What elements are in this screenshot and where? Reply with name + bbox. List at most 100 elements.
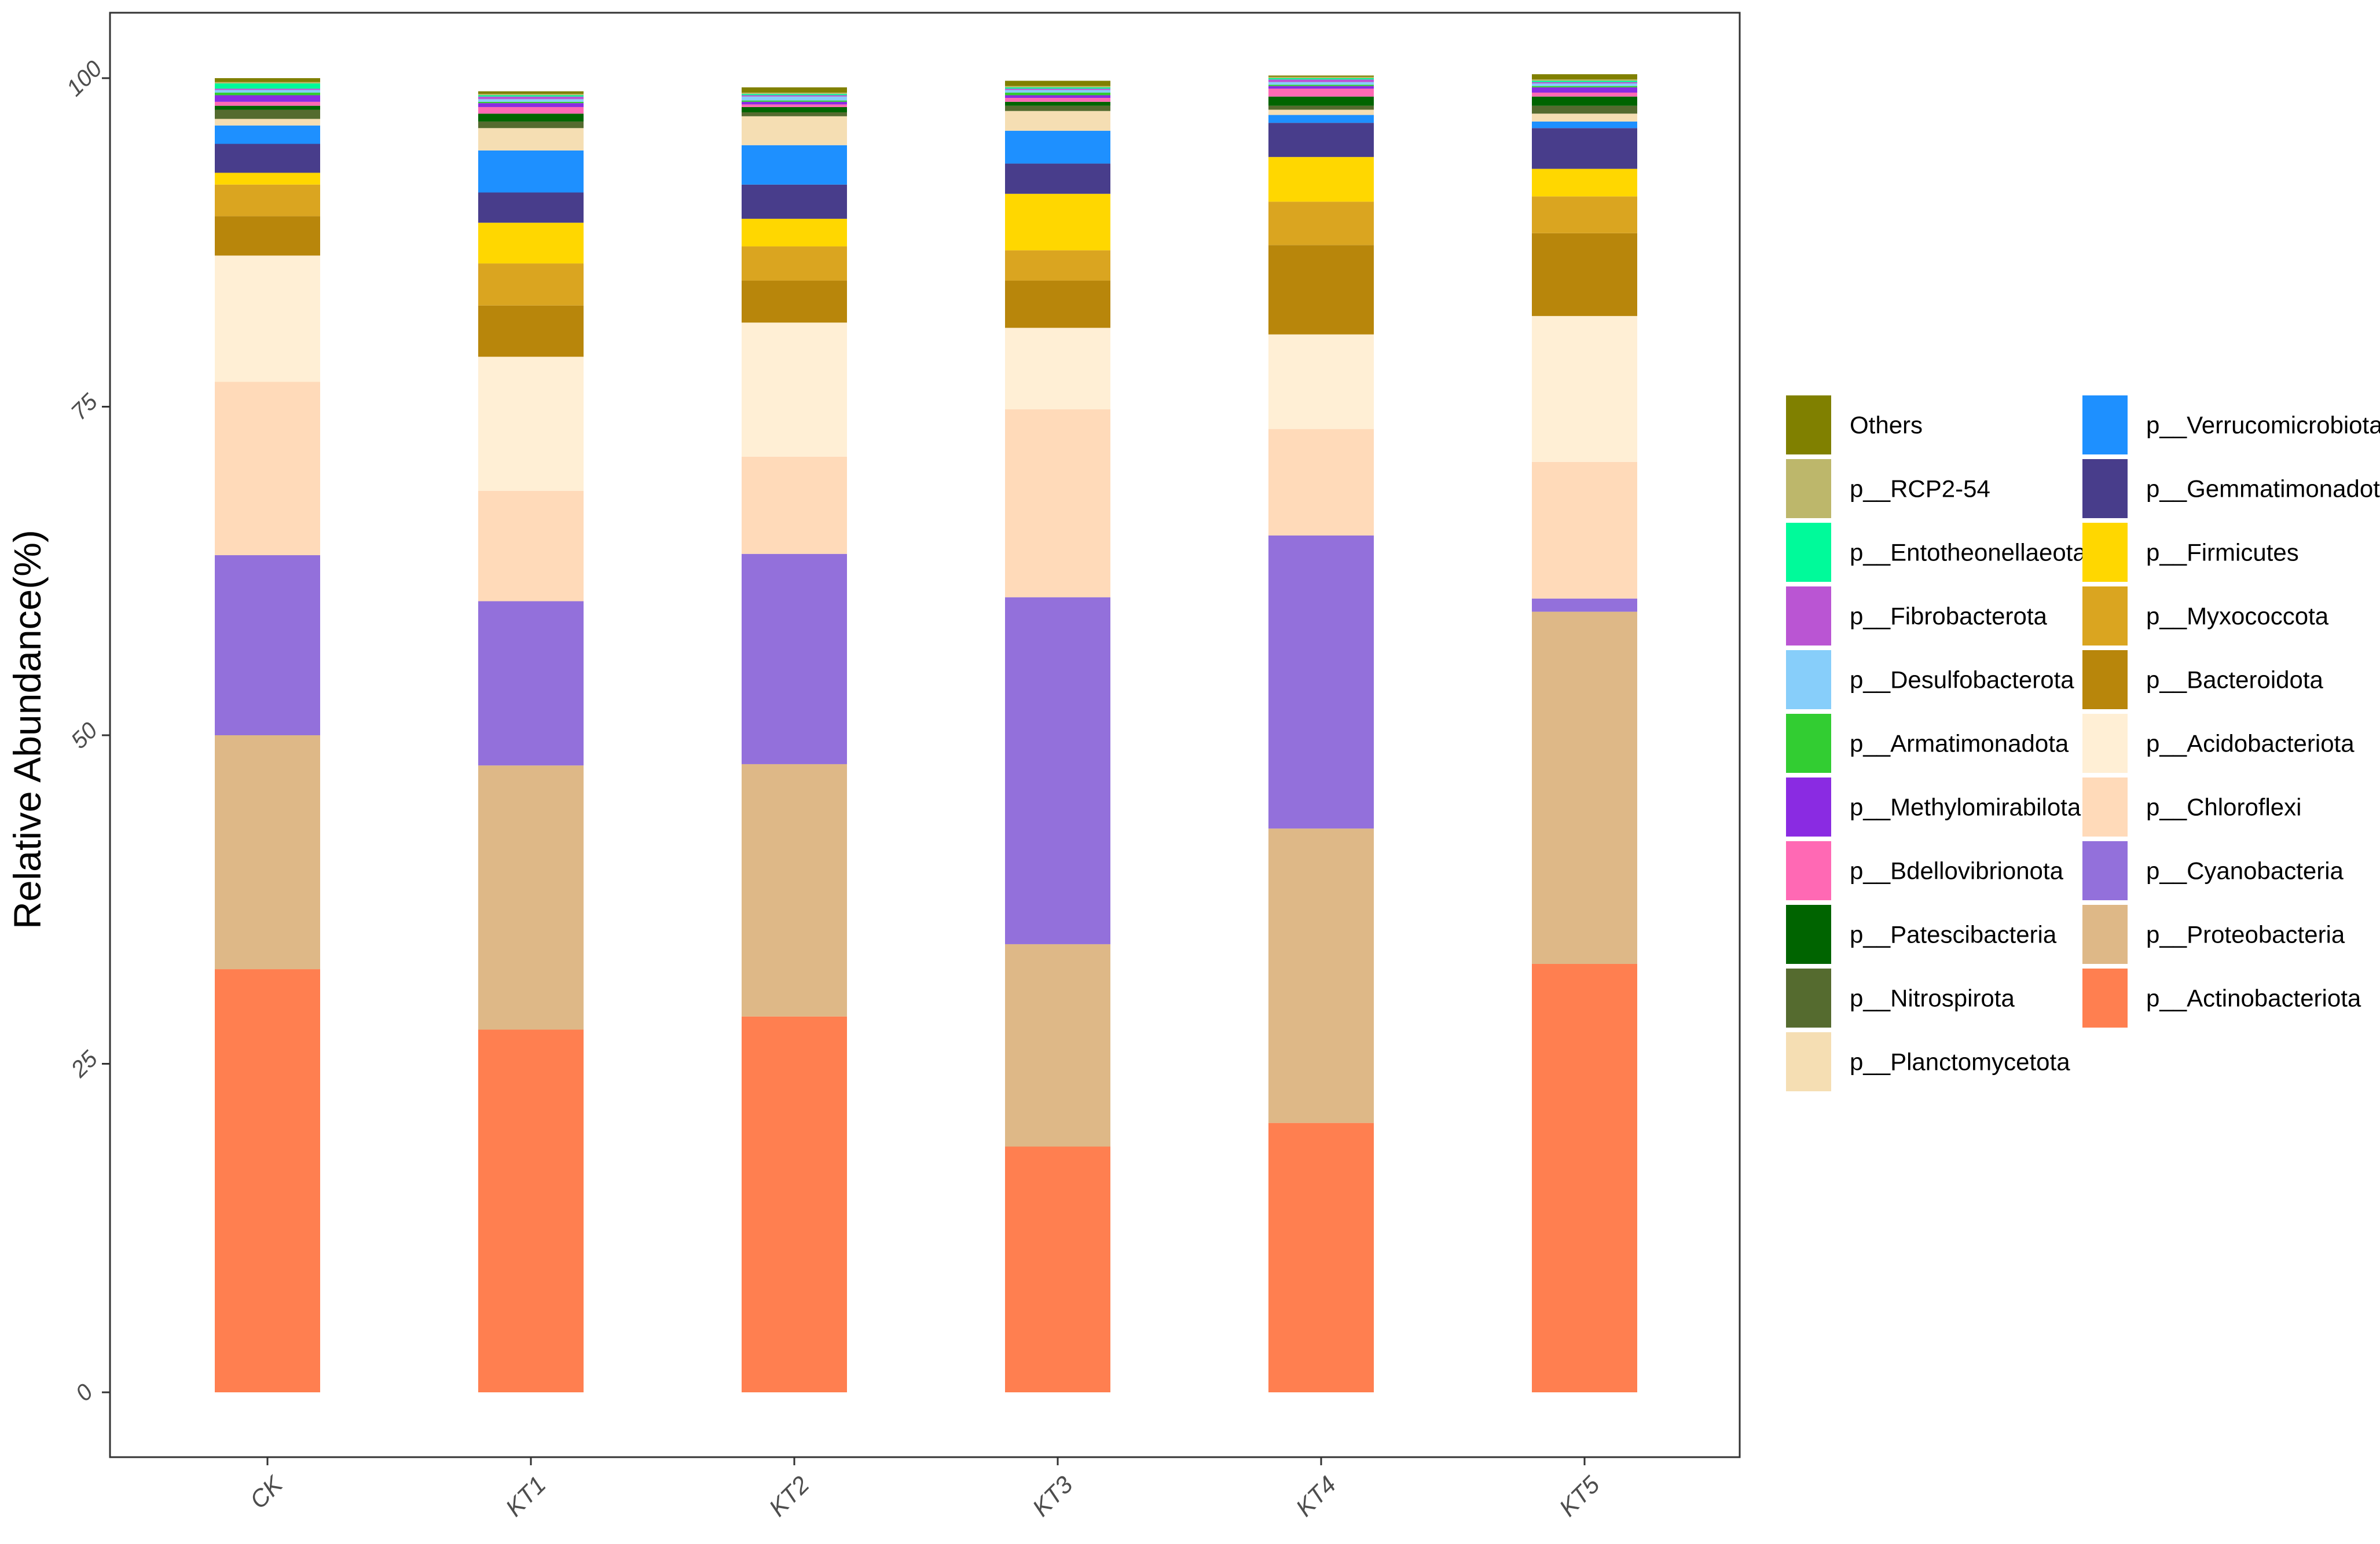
bar-segment-kt5-methylomirabilota xyxy=(1532,87,1637,93)
bar-segment-kt2-fibrobacterota xyxy=(742,95,847,97)
bar-segment-kt2-chloroflexi xyxy=(742,456,847,554)
bar-segment-kt2-actinobacteriota xyxy=(742,1016,847,1392)
bar-segment-kt3-proteobacteria xyxy=(1005,944,1110,1147)
legend-label: p__Methylomirabilota xyxy=(1850,794,2081,821)
bar-segment-kt4-fibrobacterota xyxy=(1268,79,1374,82)
legend-item-desulfobacterota: p__Desulfobacterota xyxy=(1786,650,2074,709)
bar-group-kt2 xyxy=(742,87,847,1392)
bar-segment-kt2-myxococcota xyxy=(742,246,847,281)
bar-segment-kt4-actinobacteriota xyxy=(1268,1123,1374,1392)
legend-key xyxy=(1786,586,1831,646)
bar-segment-kt5-cyanobacteria xyxy=(1532,598,1637,612)
bar-segment-kt4-gemmatimonadota xyxy=(1268,123,1374,157)
bar-segment-kt1-armatimonadota xyxy=(478,101,584,104)
legend-label: p__Gemmatimonadota xyxy=(2146,475,2380,503)
legend-label: p__Planctomycetota xyxy=(1850,1048,2070,1076)
bar-segment-kt4-others xyxy=(1268,75,1374,77)
bar-segment-ck-patescibacteria xyxy=(215,105,320,110)
bar-segment-kt3-patescibacteria xyxy=(1005,101,1110,106)
bar-segment-kt2-armatimonadota xyxy=(742,100,847,102)
legend-item-acidobacteriota: p__Acidobacteriota xyxy=(2082,714,2355,773)
bar-group-kt5 xyxy=(1532,74,1637,1392)
bar-segment-kt5-gemmatimonadota xyxy=(1532,128,1637,169)
bar-segment-kt5-actinobacteriota xyxy=(1532,963,1637,1392)
legend-label: p__Armatimonadota xyxy=(1850,730,2069,757)
bar-segment-kt5-firmicutes xyxy=(1532,168,1637,197)
bar-segment-kt3-verrucomicrobiota xyxy=(1005,130,1110,164)
bar-segment-kt3-fibrobacterota xyxy=(1005,89,1110,90)
bar-segment-kt1-planctomycetota xyxy=(478,128,584,151)
legend-key xyxy=(2082,969,2128,1028)
bar-segment-kt5-patescibacteria xyxy=(1532,96,1637,106)
legend-item-methylomirabilota: p__Methylomirabilota xyxy=(1786,777,2081,837)
bar-segment-kt1-entotheonellaeota xyxy=(478,95,584,97)
bar-segment-ck-planctomycetota xyxy=(215,119,320,126)
bar-segment-kt3-methylomirabilota xyxy=(1005,95,1110,98)
bar-segment-kt4-firmicutes xyxy=(1268,157,1374,202)
bar-segment-kt4-planctomycetota xyxy=(1268,109,1374,115)
legend-item-proteobacteria: p__Proteobacteria xyxy=(2082,905,2345,964)
bar-segment-kt5-others xyxy=(1532,74,1637,80)
bar-segment-kt2-gemmatimonadota xyxy=(742,184,847,219)
legend-item-firmicutes: p__Firmicutes xyxy=(2082,523,2299,582)
bar-segment-kt4-acidobacteriota xyxy=(1268,334,1374,430)
bar-segment-kt1-rcp2-54 xyxy=(478,94,584,96)
bar-segment-ck-fibrobacterota xyxy=(215,89,320,90)
legend-item-gemmatimonadota: p__Gemmatimonadota xyxy=(2082,459,2380,518)
bar-segment-kt4-rcp2-54 xyxy=(1268,76,1374,78)
bar-segment-ck-cyanobacteria xyxy=(215,555,320,735)
bar-segment-kt4-armatimonadota xyxy=(1268,85,1374,86)
bar-segment-kt2-entotheonellaeota xyxy=(742,94,847,96)
bar-segment-kt3-nitrospirota xyxy=(1005,105,1110,111)
bar-segment-kt3-firmicutes xyxy=(1005,193,1110,251)
bar-segment-kt2-planctomycetota xyxy=(742,116,847,145)
bar-segment-kt4-proteobacteria xyxy=(1268,828,1374,1123)
bar-segment-ck-verrucomicrobiota xyxy=(215,125,320,144)
bar-segment-kt4-patescibacteria xyxy=(1268,96,1374,106)
bar-segment-kt5-acidobacteriota xyxy=(1532,316,1637,462)
bar-segment-kt2-verrucomicrobiota xyxy=(742,145,847,185)
bar-segment-kt3-armatimonadota xyxy=(1005,92,1110,96)
bar-segment-kt5-nitrospirota xyxy=(1532,105,1637,114)
bar-segment-kt1-myxococcota xyxy=(478,263,584,306)
legend-key xyxy=(2082,650,2128,709)
bar-segment-kt2-others xyxy=(742,87,847,93)
legend-key xyxy=(1786,650,1831,709)
legend-item-armatimonadota: p__Armatimonadota xyxy=(1786,714,2069,773)
bar-segment-kt4-myxococcota xyxy=(1268,201,1374,245)
bar-segment-kt2-acidobacteriota xyxy=(742,322,847,457)
legend-item-fibrobacterota: p__Fibrobacterota xyxy=(1786,586,2048,646)
bar-segment-ck-gemmatimonadota xyxy=(215,144,320,173)
legend-label: p__Firmicutes xyxy=(2146,539,2299,566)
legend-label: p__Entotheonellaeota xyxy=(1850,539,2086,566)
legend-label: p__Nitrospirota xyxy=(1850,985,2015,1012)
bar-segment-kt1-proteobacteria xyxy=(478,765,584,1030)
bar-segment-ck-chloroflexi xyxy=(215,382,320,556)
bar-segment-kt1-methylomirabilota xyxy=(478,103,584,107)
legend-label: p__RCP2-54 xyxy=(1850,475,1990,503)
bar-segment-kt2-bdellovibrionota xyxy=(742,104,847,107)
legend-key xyxy=(2082,714,2128,773)
bar-segment-kt2-firmicutes xyxy=(742,218,847,247)
bar-segment-kt2-proteobacteria xyxy=(742,764,847,1017)
legend-item-bdellovibrionota: p__Bdellovibrionota xyxy=(1786,841,2064,900)
bar-segment-kt5-bdellovibrionota xyxy=(1532,92,1637,97)
bar-segment-kt3-gemmatimonadota xyxy=(1005,163,1110,194)
legend-key xyxy=(1786,905,1831,964)
bar-segment-kt3-bacteroidota xyxy=(1005,280,1110,328)
legend-item-actinobacteriota: p__Actinobacteriota xyxy=(2082,969,2361,1028)
bar-segment-kt1-verrucomicrobiota xyxy=(478,150,584,193)
bar-segment-kt3-acidobacteriota xyxy=(1005,328,1110,410)
bar-segment-kt1-fibrobacterota xyxy=(478,96,584,100)
bar-segment-kt4-methylomirabilota xyxy=(1268,86,1374,89)
legend-label: p__Patescibacteria xyxy=(1850,921,2057,948)
legend-item-patescibacteria: p__Patescibacteria xyxy=(1786,905,2057,964)
bar-segment-kt1-nitrospirota xyxy=(478,121,584,129)
bar-segment-kt2-rcp2-54 xyxy=(742,92,847,94)
bar-segment-ck-bdellovibrionota xyxy=(215,101,320,106)
bar-segment-ck-actinobacteriota xyxy=(215,969,320,1392)
legend-label: p__Acidobacteriota xyxy=(2146,730,2355,757)
legend-item-nitrospirota: p__Nitrospirota xyxy=(1786,969,2015,1028)
legend-key xyxy=(1786,523,1831,582)
